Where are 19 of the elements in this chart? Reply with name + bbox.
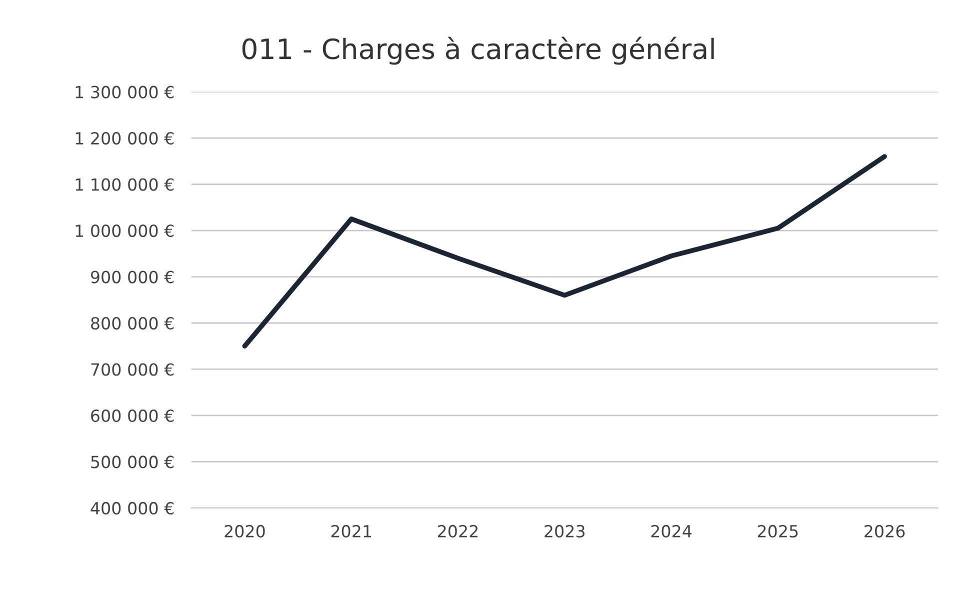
x-tick-label: 2022 [438, 524, 478, 538]
x-tick-label: 2023 [544, 524, 584, 538]
y-tick-label: 1 300 000 € [76, 86, 174, 98]
y-tick-label: 1 200 000 € [76, 132, 174, 145]
x-tick-label: 2020 [224, 524, 265, 538]
x-tick-label: 2021 [331, 524, 372, 538]
y-tick-label: 800 000 € [91, 316, 174, 330]
x-tick-label: 2025 [758, 524, 798, 538]
x-tick-label: 2026 [864, 524, 905, 538]
x-tick-label: 2024 [651, 524, 692, 538]
chart-title: 011 - Charges à caractère général [242, 36, 714, 65]
y-tick-label: 600 000 € [91, 409, 174, 422]
y-tick-label: 400 000 € [90, 502, 174, 515]
y-tick-label: 1 000 000 € [76, 224, 174, 238]
y-tick-label: 1 100 000 € [76, 178, 174, 191]
y-tick-label: 900 000 € [90, 270, 174, 284]
y-tick-label: 700 000 € [91, 363, 174, 376]
y-tick-label: 500 000 € [91, 456, 174, 468]
line-series [242, 154, 887, 349]
